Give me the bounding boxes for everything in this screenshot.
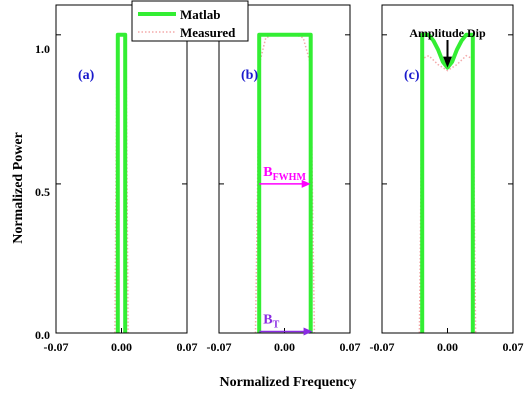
series-line-matlab [115,32,128,333]
x-tick-label: 0.00 [437,340,458,354]
x-tick-label: 0.07 [340,340,361,354]
y-tick-label: 0.5 [35,185,50,199]
panel-label: (b) [241,68,258,83]
panel-c: -0.07 0.00 0.07 (c) Amplitude Dip [370,4,524,354]
y-tick-label: 0.0 [35,328,50,342]
legend: Matlab Measured [131,0,249,42]
panel-a: -0.07 0.00 0.07 (a) [44,4,198,354]
amplitude-dip-arrow-head [443,56,452,68]
panel-b: -0.07 0.00 0.07 (b) BFWHM BT [207,4,361,354]
x-tick-label: 0.07 [177,340,198,354]
bandwidth-label: BFWHM [263,165,306,183]
axes-frame [218,4,351,334]
panel-label: (c) [404,68,420,83]
x-tick-label: -0.07 [44,340,69,354]
amplitude-dip-label: Amplitude Dip [409,26,486,40]
x-tick-label: 0.00 [274,340,295,354]
series-line-matlab [420,32,475,333]
legend-label-measured: Measured [180,25,236,40]
y-axis-label: Normalized Power [11,132,26,244]
x-tick-label: 0.00 [111,340,132,354]
bandwidth-label: BT [263,313,279,331]
bandwidth-arrow-head [303,327,313,336]
legend-box [131,0,249,42]
x-axis-label: Normalized Frequency [220,375,357,390]
x-tick-label: -0.07 [370,340,395,354]
panel-label: (a) [78,68,95,83]
series-line-matlab [257,32,313,333]
bandwidth-arrow-head [301,179,311,188]
y-tick-labels: 0.0 0.5 1.0 [35,42,50,342]
axes-frame [55,4,188,334]
x-tick-label: -0.07 [207,340,232,354]
panels: -0.07 0.00 0.07(a)-0.07 0.00 0.07(b)BFWHMBT-… [44,4,524,354]
legend-label-matlab: Matlab [180,7,220,22]
series-line-measured [418,54,477,334]
y-tick-label: 1.0 [35,42,50,56]
x-tick-label: 0.07 [503,340,524,354]
